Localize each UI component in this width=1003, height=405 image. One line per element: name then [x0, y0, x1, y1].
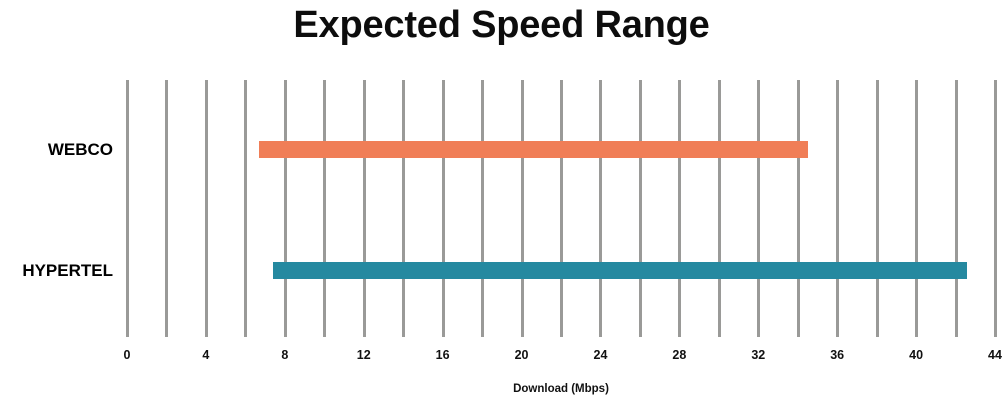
- x-tick-label: 16: [435, 348, 450, 362]
- x-axis-title: Download (Mbps): [513, 383, 609, 395]
- gridline: [520, 80, 524, 337]
- gridline: [244, 80, 248, 337]
- x-tick-label: 20: [514, 348, 529, 362]
- gridline: [165, 80, 169, 337]
- gridline: [599, 80, 603, 337]
- range-bar-hypertel[interactable]: [272, 262, 968, 279]
- x-tick-label: 28: [672, 348, 687, 362]
- gridline: [126, 80, 129, 337]
- gridline: [836, 80, 840, 337]
- x-tick-label: 44: [988, 348, 1002, 362]
- chart-title: Expected Speed Range: [293, 4, 710, 46]
- gridline: [915, 80, 919, 337]
- gridline: [954, 80, 958, 337]
- gridline: [283, 80, 287, 337]
- gridline: [994, 80, 997, 337]
- gridline: [638, 80, 642, 337]
- category-label-webco: WEBCO: [47, 140, 113, 159]
- gridline: [757, 80, 761, 337]
- gridline: [717, 80, 721, 337]
- x-tick-label: 0: [123, 348, 131, 362]
- gridline: [204, 80, 208, 337]
- range-bar-webco[interactable]: [259, 141, 808, 158]
- x-tick-label: 24: [593, 348, 608, 362]
- gridline: [560, 80, 563, 337]
- plot-area: [126, 80, 997, 337]
- gridline: [481, 80, 485, 337]
- x-tick-label: 32: [751, 348, 766, 362]
- x-tick-label: 12: [356, 348, 371, 362]
- gridline: [441, 80, 445, 337]
- category-label-hypertel: HYPERTEL: [22, 261, 113, 280]
- gridline: [323, 80, 327, 337]
- x-tick-label: 40: [909, 348, 924, 362]
- gridline: [796, 80, 800, 337]
- x-tick-label: 36: [830, 348, 845, 362]
- x-tick-label: 8: [281, 348, 289, 362]
- gridline: [875, 80, 879, 337]
- gridline: [362, 80, 366, 337]
- gridline: [402, 80, 406, 337]
- gridline: [678, 80, 682, 337]
- x-tick-label: 4: [202, 348, 210, 362]
